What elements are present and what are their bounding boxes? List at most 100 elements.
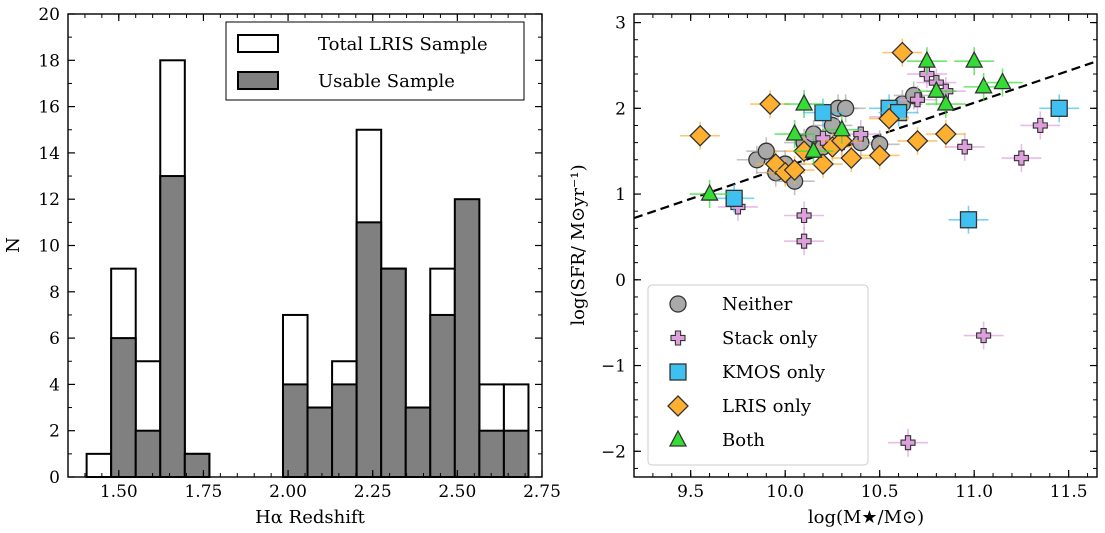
point-diamond <box>689 124 712 147</box>
legend-label: Stack only <box>722 328 818 349</box>
histogram-panel: 1.50 1.75 2.00 2.25 2.50 2.75 0 2 4 6 8 10 12 14 16 18… <box>3 5 561 528</box>
histogram-y-axis-label: N <box>3 237 24 253</box>
legend-label: KMOS only <box>722 362 826 383</box>
y-tick-label: 2 <box>49 422 60 442</box>
point-plus <box>957 139 973 155</box>
scatter-x-axis-label: log(M★/M⊙) <box>808 507 924 528</box>
usable-bar <box>183 452 211 479</box>
point-circle <box>837 99 855 117</box>
usable-sample-bars <box>110 175 530 479</box>
point-triangle <box>917 50 937 68</box>
histogram-y-ticks: 0 2 4 6 8 10 12 14 16 18 20 <box>38 5 542 488</box>
x-tick-label: 11.0 <box>955 482 993 502</box>
scatter-points <box>680 38 1080 457</box>
point-plus <box>976 327 992 344</box>
usable-bar <box>404 406 432 478</box>
point-diamond <box>759 93 781 115</box>
x-tick-label: 2.00 <box>269 482 307 502</box>
point-square <box>814 103 832 122</box>
usable-bar <box>306 406 334 478</box>
y-tick-label: 14 <box>38 144 60 164</box>
point-diamond <box>868 144 891 167</box>
legend-marker-diamond <box>667 395 689 417</box>
point-diamond <box>906 129 929 152</box>
y-tick-label: −2 <box>601 442 626 462</box>
legend-swatch-total <box>237 34 279 53</box>
x-tick-label: 1.50 <box>100 482 138 502</box>
point-diamond <box>783 159 806 181</box>
point-triangle <box>936 93 955 111</box>
usable-bar <box>380 267 407 478</box>
scatter-y-axis-label: log(SFR/ M⊙yr⁻¹) <box>568 164 589 325</box>
point-triangle <box>700 183 719 201</box>
usable-bar <box>355 221 383 478</box>
usable-bar <box>453 198 481 478</box>
scatter-x-ticks: 9.5 10.0 10.5 11.0 11.5 <box>652 14 1089 502</box>
x-tick-label: 11.5 <box>1050 482 1088 502</box>
usable-bar <box>502 429 530 479</box>
legend-label: LRIS only <box>722 396 812 417</box>
usable-bar <box>159 175 186 479</box>
legend-marker-circle <box>669 295 687 313</box>
x-tick-label: 2.50 <box>438 482 476 502</box>
total-bar <box>85 452 113 479</box>
point-triangle <box>974 76 993 94</box>
histogram-legend: Total LRIS Sample Usable Sample <box>225 21 525 101</box>
point-circle <box>757 142 775 160</box>
point-diamond <box>934 123 957 145</box>
legend-marker-plus <box>670 330 686 346</box>
y-tick-label: 16 <box>38 98 60 118</box>
y-tick-label: 18 <box>38 51 60 71</box>
y-tick-label: 6 <box>49 329 60 349</box>
legend-label-usable: Usable Sample <box>318 71 455 92</box>
point-diamond <box>878 107 901 130</box>
y-tick-label: 20 <box>38 5 60 25</box>
usable-bar <box>331 383 358 478</box>
point-diamond <box>891 41 914 64</box>
legend-marker-square <box>669 363 687 381</box>
x-tick-label: 2.75 <box>523 482 561 502</box>
legend-label: Both <box>722 430 765 451</box>
point-triangle <box>965 50 984 68</box>
point-triangle <box>832 119 851 137</box>
legend-label-total: Total LRIS Sample <box>318 34 488 55</box>
point-plus <box>909 92 926 108</box>
point-square <box>1050 99 1068 117</box>
point-diamond <box>840 147 863 169</box>
usable-bar <box>478 429 505 479</box>
usable-bar <box>110 337 137 478</box>
x-tick-label: 10.0 <box>766 482 804 502</box>
legend-swatch-usable <box>237 71 279 90</box>
y-tick-label: 10 <box>38 237 60 257</box>
y-tick-label: 0 <box>49 468 60 488</box>
point-plus <box>796 207 812 224</box>
point-plus <box>853 126 869 142</box>
y-tick-label: 3 <box>615 14 626 34</box>
scatter-y-ticks: −2 −1 0 1 2 3 <box>601 14 1097 469</box>
y-tick-label: 12 <box>38 190 60 210</box>
point-plus <box>900 435 916 451</box>
scatter-legend-box <box>647 284 869 466</box>
usable-bar <box>134 429 162 479</box>
y-tick-label: 0 <box>615 271 626 291</box>
point-triangle <box>804 140 823 158</box>
histogram-x-ticks: 1.50 1.75 2.00 2.25 2.50 2.75 <box>84 14 561 502</box>
point-triangle <box>927 80 946 98</box>
x-tick-label: 2.25 <box>354 482 392 502</box>
x-tick-label: 1.75 <box>184 482 222 502</box>
usable-bar <box>429 313 456 479</box>
usable-bar <box>281 383 309 478</box>
point-triangle <box>993 72 1012 90</box>
point-square <box>725 189 743 207</box>
point-square <box>959 211 978 229</box>
point-diamond <box>812 153 834 175</box>
y-tick-label: 8 <box>49 283 60 303</box>
histogram-x-axis-label: Hα Redshift <box>255 507 366 528</box>
point-plus <box>1013 150 1029 166</box>
x-tick-label: 10.5 <box>861 482 899 502</box>
point-plus <box>1032 117 1048 134</box>
point-triangle <box>794 93 814 111</box>
scatter-legend: Neither Stack only KMOS only LRIS only Both <box>647 284 869 466</box>
legend-marker-triangle <box>668 429 688 447</box>
